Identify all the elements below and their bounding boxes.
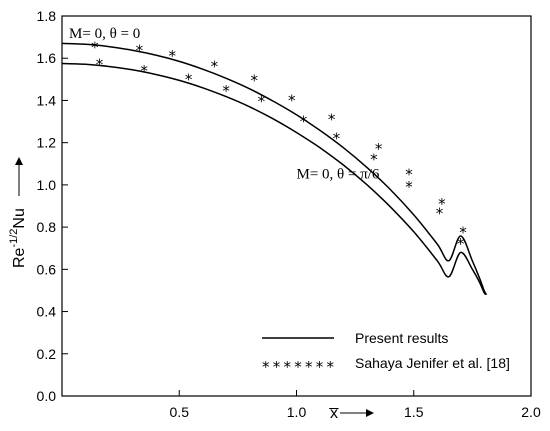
- series-3-marker-7: *: [370, 151, 378, 169]
- series-2-marker-4: *: [251, 71, 259, 89]
- annotation-theta-0: M= 0, θ = 0: [69, 26, 140, 42]
- series-line-0: [61, 42, 488, 296]
- y-axis-label-sup: -1/2: [8, 229, 20, 248]
- series-2-marker-6: *: [328, 110, 336, 128]
- y-tick-label-5: 1.0: [37, 177, 57, 193]
- plot-frame: [61, 15, 532, 397]
- y-axis-label-arrowhead: [15, 157, 23, 165]
- x-axis-label: x̅: [329, 405, 339, 422]
- svg-text:Re-1/2Nu: Re-1/2Nu: [8, 208, 28, 268]
- series-2-marker-2: *: [168, 47, 176, 65]
- series-2-marker-8: *: [405, 165, 413, 183]
- y-tick-label-3: 0.6: [37, 261, 57, 277]
- y-tick-label-4: 0.8: [37, 219, 57, 235]
- y-tick-label-7: 1.4: [37, 92, 57, 108]
- x-axis-ticks: 0.5 1.0 1.5 2.0: [170, 390, 541, 420]
- series-3-marker-0: *: [96, 56, 104, 74]
- y-axis-label-base: Re: [11, 247, 28, 268]
- series-3-marker-9: *: [436, 204, 444, 222]
- y-tick-label-2: 0.4: [37, 304, 57, 320]
- legend: Present results ******* Sahaya Jenifer e…: [262, 330, 510, 376]
- y-tick-label-1: 0.2: [37, 346, 57, 362]
- series-line-1: [61, 62, 487, 296]
- y-tick-label-9: 1.8: [37, 8, 57, 24]
- annotation-theta-pi-6: M= 0, θ = π/6: [297, 167, 380, 183]
- y-axis-label-tail: Nu: [11, 208, 28, 228]
- y-tick-label-0: 0.0: [37, 388, 57, 404]
- legend-label-present-results: Present results: [355, 330, 448, 346]
- series-2-marker-7: *: [375, 140, 383, 158]
- y-axis-ticks: 0.0 0.2 0.4 0.6 0.8 1.0 1.2 1.4 1.6 1.8: [37, 8, 68, 404]
- y-axis-label: Re-1/2Nu: [8, 157, 28, 268]
- x-tick-label-0: 0.5: [170, 404, 190, 420]
- series-3-marker-10: *: [457, 235, 465, 253]
- series-3-marker-8: *: [405, 178, 413, 196]
- series-3-marker-6: *: [333, 129, 341, 147]
- series-2-marker-9: *: [438, 195, 446, 213]
- series-2-marker-5: *: [288, 91, 296, 109]
- series-2-marker-1: *: [136, 41, 144, 59]
- series-3-marker-3: *: [222, 82, 230, 100]
- series-3-marker-4: *: [258, 92, 266, 110]
- series-2-marker-0: *: [91, 39, 99, 57]
- legend-label-sahaya-jenifer: Sahaya Jenifer et al. [18]: [355, 355, 510, 371]
- series-3-marker-1: *: [140, 62, 148, 80]
- series-2-marker-10: *: [459, 223, 467, 241]
- x-tick-label-1: 1.0: [287, 404, 307, 420]
- plot-border: [61, 15, 532, 397]
- x-axis-label-arrowhead: [366, 409, 374, 417]
- y-tick-label-6: 1.2: [37, 135, 57, 151]
- x-tick-label-3: 2.0: [521, 404, 541, 420]
- x-tick-label-2: 1.5: [404, 404, 424, 420]
- y-tick-label-8: 1.6: [37, 50, 57, 66]
- series-3-marker-2: *: [185, 70, 193, 88]
- series-3-marker-5: *: [300, 113, 308, 131]
- marker-layer: * * ********** * *********: [91, 39, 467, 253]
- series-2-marker-3: *: [211, 58, 219, 76]
- legend-star-swatch: *******: [262, 358, 335, 376]
- series-layer: [61, 42, 488, 296]
